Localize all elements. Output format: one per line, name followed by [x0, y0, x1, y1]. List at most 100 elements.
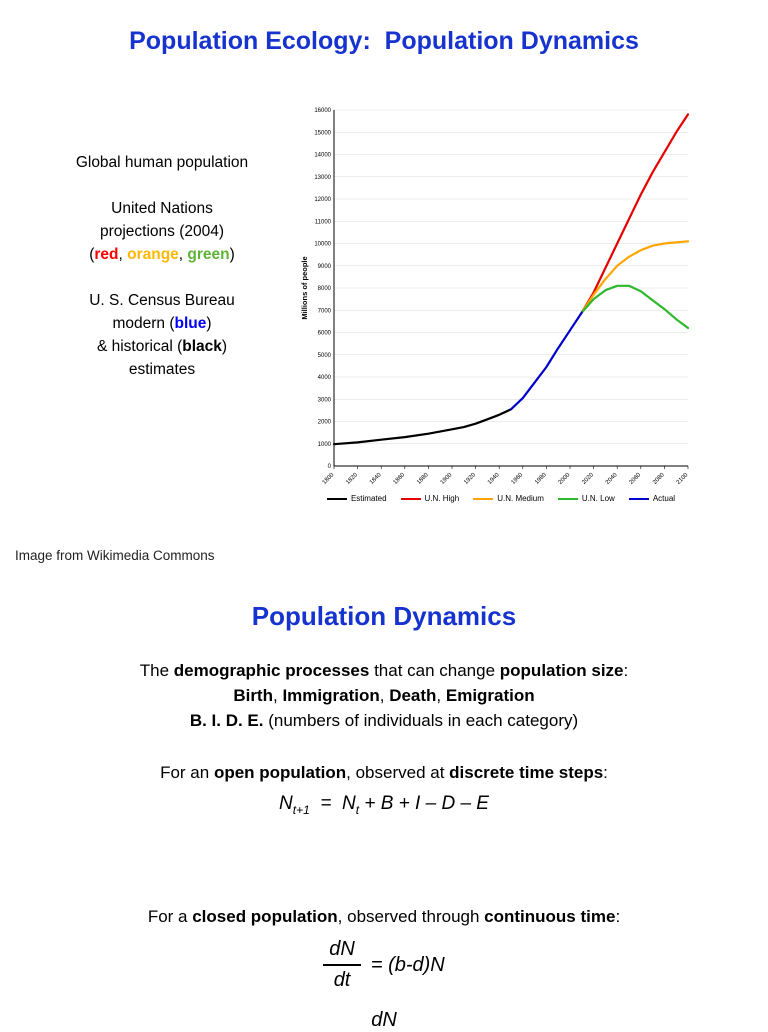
svg-text:2020: 2020 [581, 472, 595, 486]
text-segment: ) [229, 246, 235, 263]
caption-line-historical: & historical (black) [18, 335, 306, 358]
text-segment: , [272, 686, 283, 705]
svg-text:1820: 1820 [345, 472, 359, 486]
equation-terms: + B + I – D – E [359, 793, 489, 814]
text-segment: : [603, 763, 608, 782]
text-segment: that can change [369, 661, 500, 680]
svg-text:12000: 12000 [314, 197, 331, 203]
legend-label: U.N. Low [581, 494, 615, 503]
svg-text:9000: 9000 [318, 264, 332, 270]
term-black: black [182, 338, 222, 355]
term-discrete-time-steps: discrete time steps [449, 763, 604, 782]
text-segment: : [623, 661, 629, 680]
svg-text:2000: 2000 [558, 472, 572, 486]
legend-label: U.N. Medium [497, 494, 544, 503]
svg-text:2040: 2040 [605, 472, 619, 486]
svg-text:8000: 8000 [318, 286, 332, 292]
caption-line-color-key: (red, orange, green) [18, 243, 306, 266]
continuous-growth-equation: dN dt = (b-d)N [0, 938, 768, 992]
text-segment: , [436, 686, 446, 705]
svg-text:1980: 1980 [534, 472, 548, 486]
caption-line-modern: modern (blue) [18, 312, 306, 335]
text-segment: , [178, 246, 188, 263]
term-death: Death [389, 686, 437, 705]
open-population-line: For an open population, observed at disc… [0, 763, 768, 783]
equation-subscript: t [355, 802, 360, 817]
text-segment: & historical ( [96, 338, 183, 355]
text-segment: ) [221, 338, 228, 355]
term-population-size: population size [499, 661, 624, 680]
term-birth: Birth [233, 686, 273, 705]
text-segment: , observed through [337, 907, 485, 926]
caption-line-un-1: United Nations [111, 200, 213, 217]
bide-line-3: B. I. D. E. (numbers of individuals in e… [0, 711, 768, 731]
svg-text:5000: 5000 [318, 353, 332, 359]
legend-label: Actual [652, 494, 676, 503]
legend-label: U.N. High [424, 494, 460, 503]
svg-text:7000: 7000 [318, 308, 332, 314]
legend-swatch [473, 497, 494, 500]
legend-item: Estimated [326, 494, 387, 503]
chart-legend: Estimated U.N. High U.N. Medium U.N. Low Act… [298, 494, 704, 503]
svg-text:1000: 1000 [318, 442, 332, 448]
text-segment: , observed at [346, 763, 450, 782]
image-credit: Image from Wikimedia Commons [15, 548, 215, 563]
slide1-title: Population Ecology: Population Dynamics [129, 27, 639, 55]
equation-symbol-N: N [279, 793, 293, 814]
text-segment: modern ( [112, 315, 175, 332]
svg-text:1840: 1840 [369, 472, 383, 486]
fraction-denominator: dt [333, 969, 351, 991]
term-bide: B. I. D. E. [189, 711, 264, 730]
population-chart: 0 1000 2000 3000 4000 5000 6000 7000 8000 9000 100… [300, 108, 690, 486]
legend-swatch [628, 497, 649, 500]
legend-swatch [326, 497, 347, 500]
legend-swatch [400, 497, 421, 500]
text-segment: (numbers of individuals in each category… [263, 711, 579, 730]
svg-text:4000: 4000 [318, 375, 332, 381]
legend-item: Actual [628, 494, 676, 503]
spacer [18, 174, 306, 197]
term-green: green [187, 246, 230, 263]
text-segment: The [139, 661, 174, 680]
term-continuous-time: continuous time [484, 907, 616, 926]
equation-subscript: t+1 [292, 802, 310, 817]
svg-text:1880: 1880 [416, 472, 430, 486]
caption-line-census: U. S. Census Bureau [89, 292, 235, 309]
svg-text:1940: 1940 [487, 472, 501, 486]
legend-item: U.N. Medium [473, 494, 544, 503]
svg-text:1960: 1960 [511, 472, 525, 486]
equation-symbol-N: N [341, 793, 356, 814]
term-emigration: Emigration [445, 686, 535, 705]
chart-caption-block: Global human population United Nations p… [18, 151, 306, 381]
svg-text:2080: 2080 [652, 472, 666, 486]
svg-text:16000: 16000 [314, 108, 331, 114]
population-chart-figure: 0 1000 2000 3000 4000 5000 6000 7000 8000 9000 100… [298, 102, 704, 503]
svg-text:11000: 11000 [315, 219, 332, 225]
svg-text:2000: 2000 [318, 420, 332, 426]
text-segment: ) [206, 315, 212, 332]
legend-item: U.N. High [400, 494, 460, 503]
svg-text:3000: 3000 [318, 397, 332, 403]
text-segment: For a [147, 907, 193, 926]
bide-line-2: Birth, Immigration, Death, Emigration [0, 686, 768, 706]
svg-text:10000: 10000 [314, 242, 331, 248]
legend-swatch [557, 497, 578, 500]
text-segment: For an [160, 763, 214, 782]
svg-text:2060: 2060 [629, 472, 643, 486]
term-orange: orange [127, 246, 179, 263]
bide-line-1: The demographic processes that can chang… [0, 661, 768, 681]
discrete-growth-equation: Nt+1 = Nt + B + I – D – E [0, 793, 768, 817]
spacer [18, 266, 306, 289]
fraction-numerator: dN [323, 938, 361, 966]
term-red: red [94, 246, 119, 263]
slide2-title: Population Dynamics [251, 601, 517, 631]
closed-population-line: For a closed population, observed throug… [0, 907, 768, 927]
svg-text:6000: 6000 [318, 331, 332, 337]
svg-text:0: 0 [328, 464, 332, 470]
svg-text:2100: 2100 [676, 472, 690, 486]
text-segment: : [615, 907, 621, 926]
term-closed-population: closed population [192, 907, 338, 926]
text-segment: , [118, 246, 128, 263]
svg-text:1860: 1860 [393, 472, 407, 486]
svg-text:1900: 1900 [440, 472, 454, 486]
